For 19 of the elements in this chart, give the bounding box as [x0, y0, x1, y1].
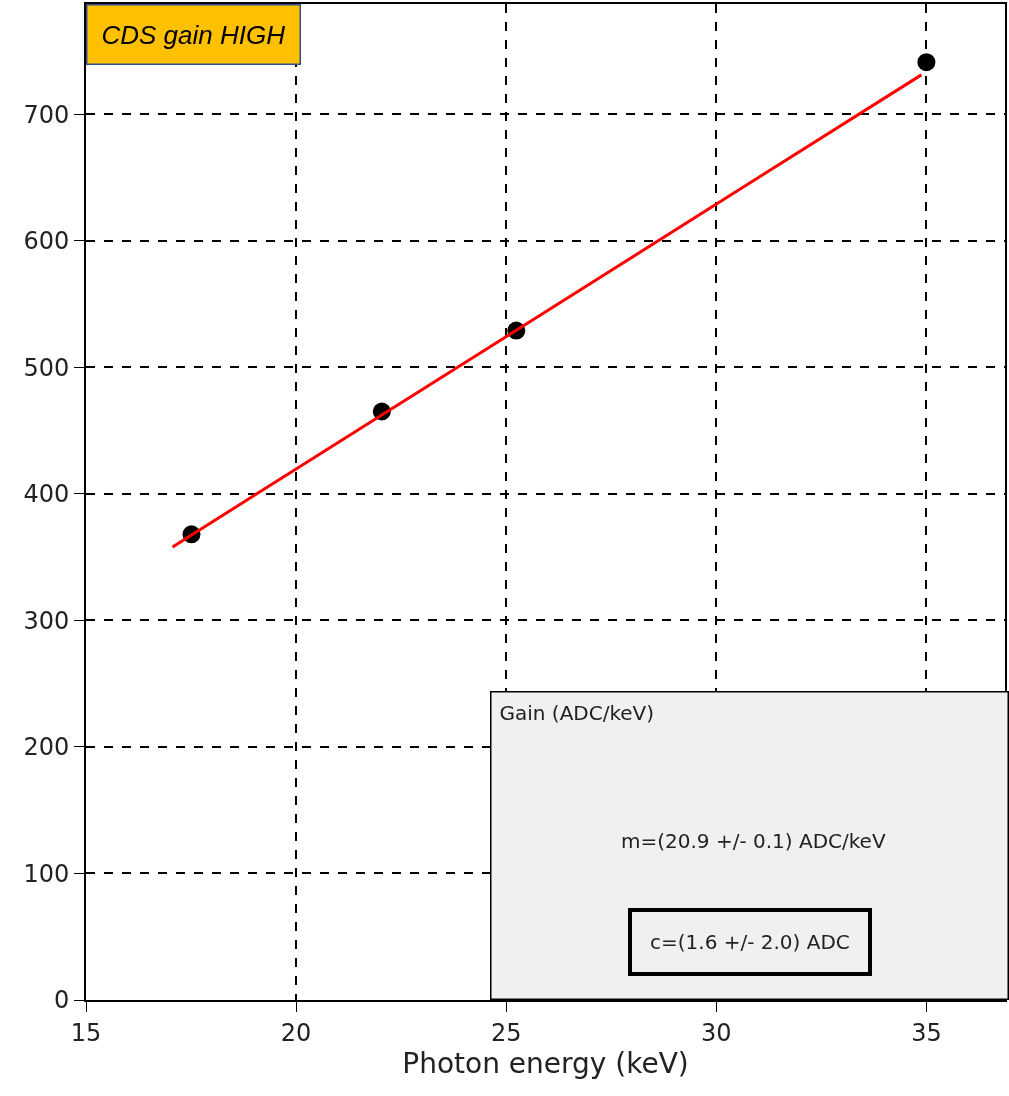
annotation: Gain (ADC/keV): [499, 700, 655, 725]
y-tick-label: 0: [53, 986, 70, 1015]
x-tick-label: 15: [70, 1018, 102, 1047]
x-tick-label: 35: [911, 1018, 942, 1047]
y-tick-label: 600: [23, 227, 70, 256]
y-tick-label: 100: [23, 859, 70, 888]
y-tick-label: 300: [23, 606, 70, 635]
x-tick-label: 25: [490, 1018, 522, 1047]
annotation: c=(1.6 +/- 2.0) ADC: [650, 930, 850, 954]
x-tick-label: 20: [280, 1018, 312, 1047]
annotation: CDS gain HIGH: [101, 19, 286, 50]
y-tick-label: 700: [23, 100, 70, 129]
annotation: m=(20.9 +/- 0.1) ADC/keV: [621, 829, 886, 853]
y-tick-label: 500: [23, 353, 70, 382]
x-axis-title: Photon energy (keV): [402, 1047, 689, 1081]
point: [917, 53, 936, 72]
y-tick-label: 200: [23, 733, 70, 762]
x-tick-label: 30: [701, 1018, 732, 1047]
y-tick-label: 400: [23, 480, 70, 509]
